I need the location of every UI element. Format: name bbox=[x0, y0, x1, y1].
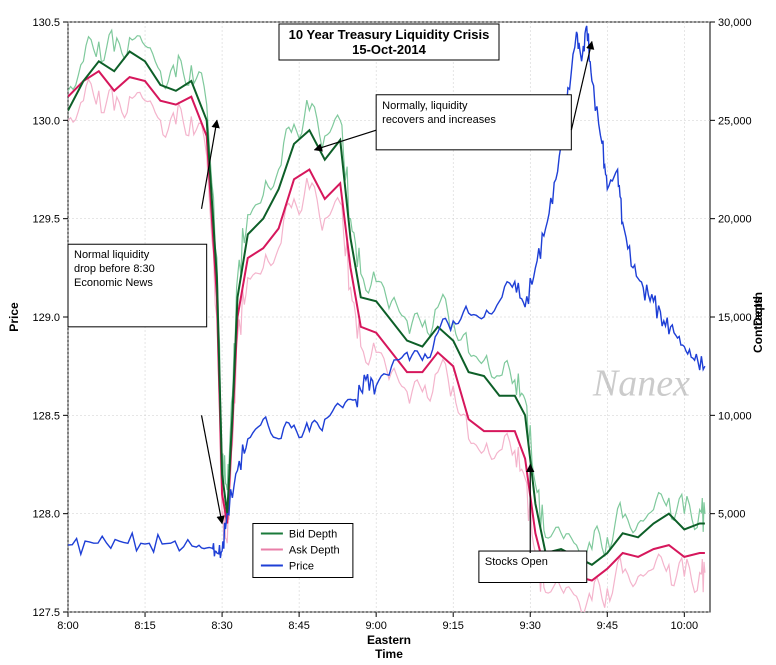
tick-label-yl: 130.5 bbox=[32, 17, 60, 29]
tick-label-x: 8:45 bbox=[288, 620, 309, 632]
y-left-label: Price bbox=[7, 302, 21, 332]
tick-label-x: 8:30 bbox=[211, 620, 232, 632]
annotation-arrow bbox=[202, 415, 223, 523]
tick-label-yr: 10,000 bbox=[718, 410, 752, 422]
tick-label-x: 9:30 bbox=[520, 620, 541, 632]
tick-label-yr: 20,000 bbox=[718, 214, 752, 226]
tick-label-yl: 130.0 bbox=[32, 115, 60, 127]
annotation-text: Stocks Open bbox=[485, 556, 548, 568]
x-label-1: Eastern bbox=[367, 633, 411, 647]
watermark: Nanex bbox=[592, 363, 690, 405]
tick-label-x: 8:00 bbox=[57, 620, 78, 632]
title-line1: 10 Year Treasury Liquidity Crisis bbox=[289, 27, 490, 42]
tick-label-x: 8:15 bbox=[134, 620, 155, 632]
tick-label-yl: 129.0 bbox=[32, 312, 60, 324]
y-right-label-2: Contracts bbox=[751, 297, 765, 353]
x-label-2: Time bbox=[375, 647, 403, 661]
tick-label-x: 9:45 bbox=[597, 620, 618, 632]
tick-label-x: 9:15 bbox=[442, 620, 463, 632]
annotation-text: Economic News bbox=[74, 277, 153, 289]
tick-label-yl: 128.0 bbox=[32, 509, 60, 521]
tick-label-x: 10:00 bbox=[671, 620, 699, 632]
annotation-text: Normally, liquidity bbox=[382, 100, 468, 112]
tick-label-yr: 5,000 bbox=[718, 509, 746, 521]
tick-label-yl: 127.5 bbox=[32, 607, 60, 619]
tick-label-yr: 15,000 bbox=[718, 312, 752, 324]
tick-label-yl: 128.5 bbox=[32, 410, 60, 422]
annotation-text: Normal liquidity bbox=[74, 249, 150, 261]
tick-label-yr: 30,000 bbox=[718, 17, 752, 29]
title-line2: 15-Oct-2014 bbox=[352, 42, 426, 57]
legend-label: Price bbox=[289, 561, 314, 573]
tick-label-x: 9:00 bbox=[365, 620, 386, 632]
tick-label-yr: 25,000 bbox=[718, 115, 752, 127]
annotation-text: recovers and increases bbox=[382, 114, 496, 126]
annotation-arrow bbox=[571, 42, 592, 131]
legend-label: Ask Depth bbox=[289, 545, 340, 557]
legend-label: Bid Depth bbox=[289, 529, 337, 541]
annotation-text: drop before 8:30 bbox=[74, 263, 155, 275]
chart-svg: 8:00 8:15 8:30 8:45 9:00 9:15 9:30 9:45 10:00 127… bbox=[0, 0, 776, 665]
tick-label-yl: 129.5 bbox=[32, 214, 60, 226]
chart-container: 8:00 8:15 8:30 8:45 9:00 9:15 9:30 9:45 10:00 127… bbox=[0, 0, 776, 665]
